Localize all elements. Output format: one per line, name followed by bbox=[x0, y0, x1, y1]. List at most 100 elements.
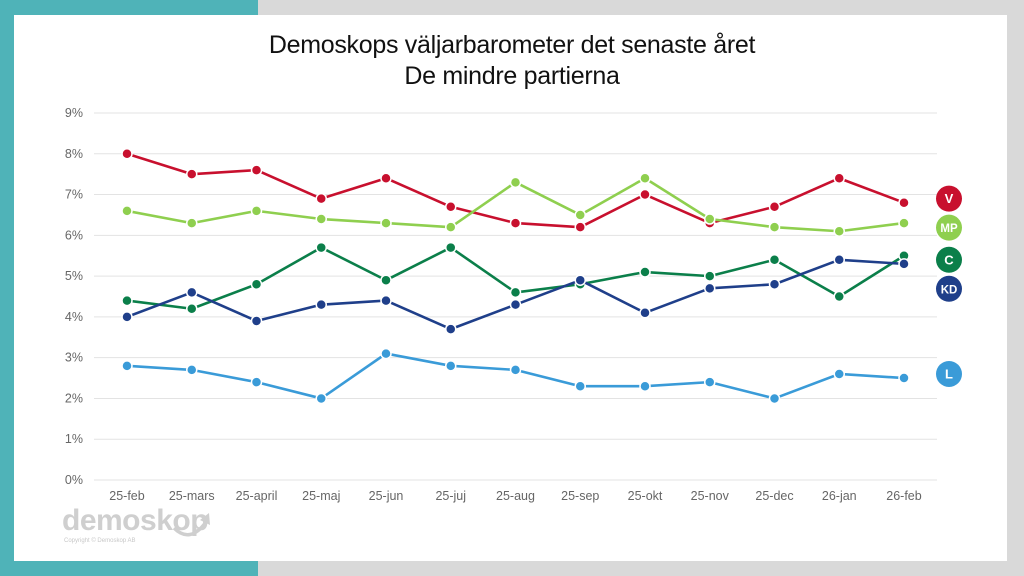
y-tick-label: 8% bbox=[65, 147, 83, 161]
data-point-kd bbox=[574, 274, 586, 286]
data-point-v bbox=[121, 148, 133, 160]
x-tick-label: 25-dec bbox=[755, 489, 793, 503]
data-point-v bbox=[768, 201, 781, 213]
data-point-v bbox=[574, 221, 586, 233]
teal-accent-left bbox=[0, 0, 14, 576]
data-point-kd bbox=[704, 282, 716, 295]
chart-title: Demoskops väljarbarometer det senaste år… bbox=[0, 30, 1024, 92]
data-point-mp bbox=[768, 221, 781, 233]
data-point-mp bbox=[445, 221, 457, 233]
data-point-kd bbox=[445, 323, 457, 335]
data-point-kd bbox=[833, 254, 845, 266]
x-tick-label: 25-maj bbox=[302, 489, 340, 503]
legend-badge-kd: KD bbox=[936, 275, 962, 302]
data-point-kd bbox=[509, 298, 522, 311]
x-axis-ticks: 25-feb 25-mars 25-april 25-maj 25-jun 25-juj 2… bbox=[109, 489, 921, 503]
y-tick-label: 0% bbox=[65, 473, 83, 487]
data-point-l bbox=[445, 360, 457, 372]
data-point-c bbox=[833, 290, 845, 303]
data-point-kd bbox=[768, 278, 781, 291]
teal-accent-bottom bbox=[0, 561, 258, 576]
x-tick-label: 26-jan bbox=[822, 489, 857, 503]
data-point-mp bbox=[574, 209, 586, 221]
data-point-mp bbox=[380, 217, 392, 229]
data-point-mp bbox=[186, 217, 198, 229]
data-point-kd bbox=[898, 258, 910, 270]
legend-badge-circle bbox=[936, 185, 962, 212]
data-point-mp bbox=[639, 172, 651, 184]
x-tick-label: 25-jun bbox=[369, 489, 404, 503]
data-point-l bbox=[315, 392, 327, 405]
legend-badge-l: L bbox=[936, 360, 962, 387]
series-c bbox=[121, 241, 910, 315]
data-point-kd bbox=[380, 294, 392, 307]
data-point-c bbox=[250, 278, 263, 291]
data-point-l bbox=[509, 364, 522, 376]
legend-badge-mp: MP bbox=[936, 214, 962, 241]
series-lines bbox=[121, 148, 910, 405]
data-point-mp bbox=[315, 213, 327, 225]
data-point-v bbox=[186, 168, 198, 180]
x-tick-label: 25-nov bbox=[691, 489, 730, 503]
series-line-l bbox=[126, 352, 905, 400]
logo-arrow-icon bbox=[172, 513, 210, 537]
y-tick-label: 1% bbox=[65, 432, 83, 446]
data-point-v bbox=[898, 196, 910, 209]
data-point-l bbox=[574, 380, 586, 392]
data-point-v bbox=[315, 192, 327, 205]
x-tick-label: 25-feb bbox=[109, 489, 144, 503]
y-tick-label: 3% bbox=[65, 351, 83, 365]
legend-badge-circle bbox=[936, 360, 962, 387]
x-tick-label: 25-mars bbox=[169, 489, 215, 503]
series-l bbox=[121, 347, 910, 405]
data-point-l bbox=[704, 376, 716, 388]
data-point-l bbox=[833, 368, 845, 380]
y-axis-ticks: 0% 1% 2% 3% 4% 5% 6% 7% 8% 9% bbox=[65, 106, 83, 487]
legend-label: C bbox=[944, 252, 954, 267]
data-point-c bbox=[121, 294, 133, 307]
y-tick-label: 5% bbox=[65, 269, 83, 283]
demoskop-logo: demoskop Copyright © Demoskop AB bbox=[62, 504, 222, 554]
series-v bbox=[121, 148, 910, 233]
legend-badge-circle bbox=[936, 246, 962, 273]
x-tick-label: 25-okt bbox=[628, 489, 663, 503]
legend: V MP C KD L bbox=[936, 185, 962, 387]
legend-badge-c: C bbox=[936, 246, 962, 273]
data-point-mp bbox=[898, 217, 910, 229]
data-point-v bbox=[380, 172, 392, 184]
data-point-c bbox=[704, 270, 716, 282]
data-point-c bbox=[186, 302, 198, 315]
y-tick-label: 9% bbox=[65, 106, 83, 120]
series-kd bbox=[121, 254, 910, 335]
legend-badge-circle bbox=[936, 214, 962, 241]
data-point-c bbox=[445, 241, 457, 254]
data-point-c bbox=[639, 266, 651, 278]
legend-label: V bbox=[945, 191, 954, 206]
data-point-c bbox=[509, 286, 522, 299]
data-point-v bbox=[445, 201, 457, 213]
gridlines bbox=[94, 112, 937, 481]
data-point-l bbox=[898, 372, 910, 384]
data-point-v bbox=[250, 164, 263, 176]
legend-label: KD bbox=[941, 284, 958, 296]
data-point-mp bbox=[509, 176, 522, 189]
y-tick-label: 2% bbox=[65, 391, 83, 405]
data-point-l bbox=[121, 360, 133, 372]
logo-wordmark: demoskop bbox=[62, 504, 209, 537]
x-tick-label: 26-feb bbox=[886, 489, 921, 503]
data-point-v bbox=[509, 217, 522, 229]
data-point-kd bbox=[315, 298, 327, 311]
data-point-mp bbox=[704, 213, 716, 225]
data-point-l bbox=[250, 376, 263, 388]
series-line-v bbox=[126, 152, 905, 229]
data-point-l bbox=[380, 347, 392, 360]
title-line-1: Demoskops väljarbarometer det senaste år… bbox=[268, 31, 756, 59]
data-point-c bbox=[380, 274, 392, 286]
data-point-c bbox=[315, 241, 327, 254]
data-point-kd bbox=[639, 307, 651, 319]
y-tick-label: 6% bbox=[65, 228, 83, 242]
data-point-kd bbox=[186, 286, 198, 299]
data-point-l bbox=[639, 380, 651, 392]
data-point-v bbox=[639, 188, 651, 201]
legend-label: L bbox=[945, 366, 953, 381]
